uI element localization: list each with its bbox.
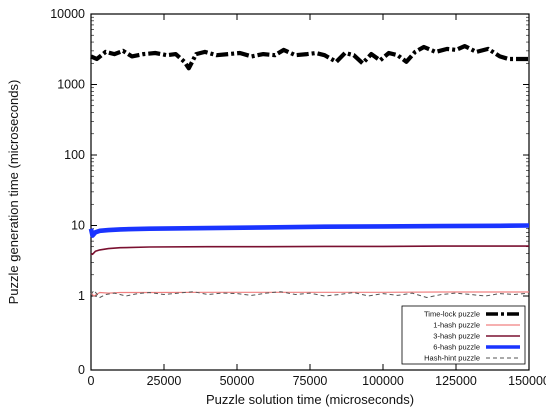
x-tick-label: 125000 bbox=[435, 374, 477, 388]
x-tick-label: 75000 bbox=[293, 374, 328, 388]
y-tick-label: 10000 bbox=[50, 7, 85, 21]
legend: Time-lock puzzle 1-hash puzzle 3-hash puzz… bbox=[401, 305, 526, 365]
series-line-hash-hint-puzzle bbox=[90, 289, 530, 298]
series-layer bbox=[88, 43, 530, 298]
legend-label: 6-hash puzzle bbox=[433, 343, 480, 352]
x-tick-label: 25000 bbox=[147, 374, 182, 388]
x-axis-label: Puzzle solution time (microseconds) bbox=[206, 392, 414, 407]
legend-box bbox=[401, 305, 526, 365]
series-line-6-hash-puzzle bbox=[88, 223, 530, 238]
y-tick-label: 0 bbox=[78, 363, 85, 377]
x-tick-label: 0 bbox=[88, 374, 95, 388]
x-tick-label: 50000 bbox=[220, 374, 255, 388]
series-line-1-hash-puzzle bbox=[90, 291, 529, 297]
legend-label: 3-hash puzzle bbox=[433, 332, 480, 341]
y-tick-label: 1 bbox=[78, 289, 85, 303]
x-tick-label: 150000 bbox=[508, 374, 546, 388]
series-line-3-hash-puzzle bbox=[90, 245, 529, 256]
legend-label: Hash-hint puzzle bbox=[424, 354, 480, 363]
x-axis: 0 25000 50000 75000 100000 125000 150000 bbox=[88, 14, 546, 388]
y-tick-label: 100 bbox=[64, 148, 85, 162]
y-tick-label: 1000 bbox=[57, 78, 85, 92]
y-axis: 0 1 10 100 1000 10000 bbox=[50, 7, 529, 377]
legend-label: Time-lock puzzle bbox=[424, 310, 480, 319]
y-tick-label: 10 bbox=[71, 219, 85, 233]
series-line-time-lock-puzzle bbox=[90, 43, 529, 71]
legend-label: 1-hash puzzle bbox=[433, 321, 480, 330]
x-tick-label: 100000 bbox=[362, 374, 404, 388]
y-axis-label: Puzzle generation time (microseconds) bbox=[6, 80, 21, 305]
